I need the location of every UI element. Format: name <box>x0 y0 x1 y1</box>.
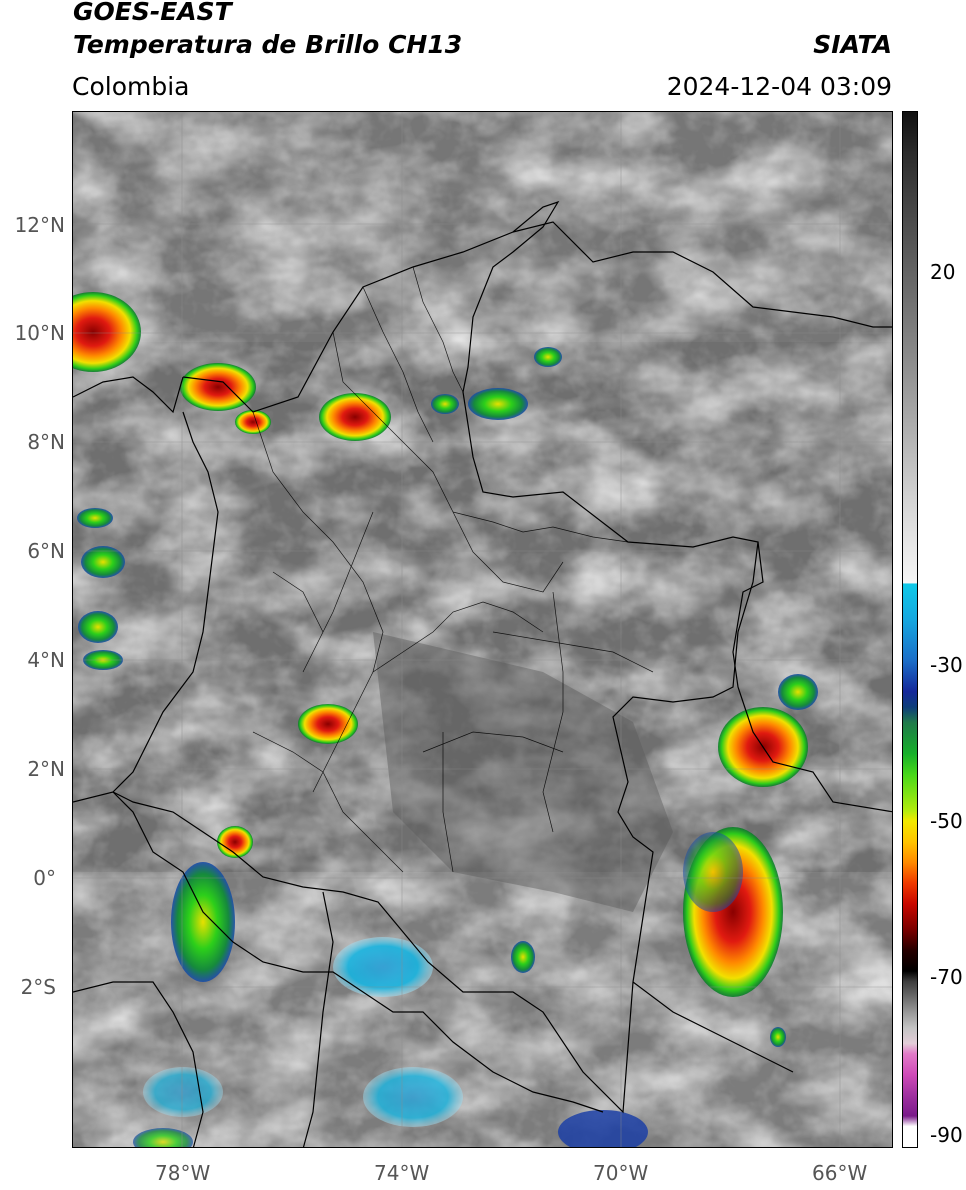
lat-label-8n: 8°N <box>27 430 65 454</box>
region-label: Colombia <box>72 72 190 101</box>
colorbar-tick-minus30: -30 <box>930 653 963 677</box>
product-title: Temperatura de Brillo CH13 <box>73 30 463 59</box>
lat-label-4n: 4°N <box>27 648 65 672</box>
temperature-colorbar <box>902 111 918 1148</box>
lon-label-74w: 74°W <box>374 1161 430 1185</box>
satellite-title: GOES-EAST <box>73 0 232 26</box>
colorbar-tick-minus90: -90 <box>930 1123 963 1147</box>
lat-label-12n: 12°N <box>14 213 65 237</box>
colorbar-tick-20: 20 <box>930 260 956 284</box>
lat-label-10n: 10°N <box>14 321 65 345</box>
map-canvas <box>73 112 892 1147</box>
lat-label-6n: 6°N <box>27 539 65 563</box>
datetime-label: 2024-12-04 03:09 <box>666 72 892 101</box>
lat-label-2n: 2°N <box>27 757 65 781</box>
lon-label-66w: 66°W <box>812 1161 868 1185</box>
satellite-map[interactable] <box>72 111 893 1148</box>
lon-label-70w: 70°W <box>593 1161 649 1185</box>
lat-label-2s: 2°S <box>20 975 56 999</box>
org-label: SIATA <box>813 30 892 59</box>
colorbar-tick-minus70: -70 <box>930 965 963 989</box>
lat-label-0: 0° <box>33 866 56 890</box>
colorbar-tick-minus50: -50 <box>930 809 963 833</box>
lon-label-78w: 78°W <box>155 1161 211 1185</box>
